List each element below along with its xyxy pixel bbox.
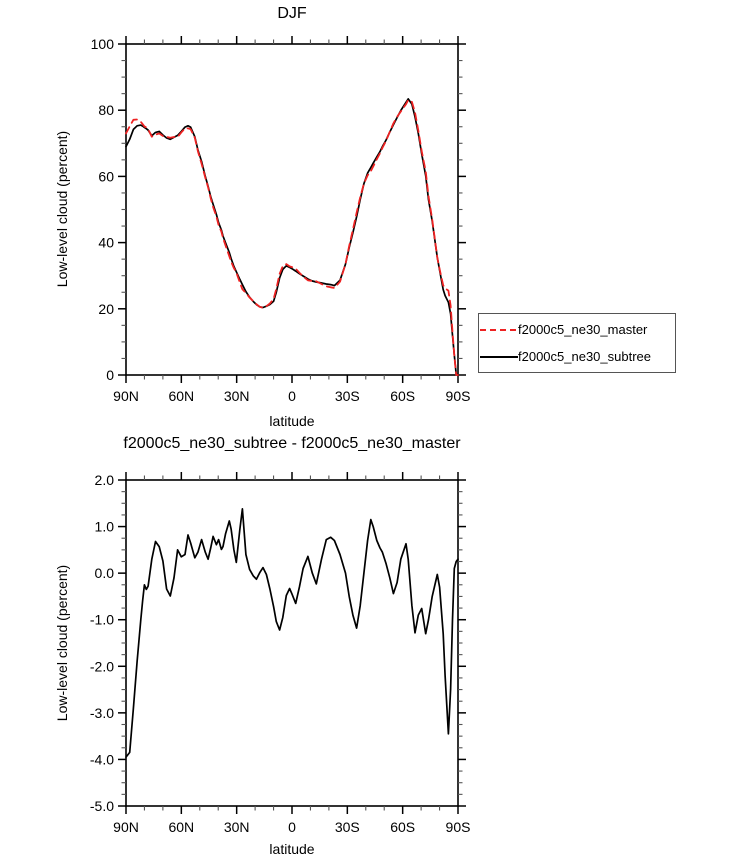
series-line-f2000c5-ne30-subtree-f2000c5-ne30-master [125, 508, 459, 758]
bottom-chart-title: f2000c5_ne30_subtree - f2000c5_ne30_mast… [123, 435, 461, 452]
y-tick-label: 100 [91, 36, 115, 52]
top-chart-title: DJF [277, 5, 307, 22]
top-chart-ylabel: Low-level cloud (percent) [54, 130, 70, 288]
x-tick-label: 90S [446, 388, 471, 404]
legend-entry-master: f2000c5_ne30_master [479, 316, 675, 343]
y-tick-label: 1.0 [95, 519, 115, 535]
y-tick-label: 2.0 [95, 472, 115, 488]
tick-labels: 90N 60N 30N 0 30S 60S 90S 0 20 40 60 80 100 [91, 36, 471, 404]
bottom-chart-ylabel: Low-level cloud (percent) [54, 564, 70, 722]
x-tick-label: 60N [168, 388, 194, 404]
x-tick-label: 30S [335, 819, 360, 835]
x-tick-label: 90S [446, 819, 471, 835]
y-axis-ticks [118, 43, 466, 376]
y-tick-label: -3.0 [90, 705, 114, 721]
x-tick-label: 30S [335, 388, 360, 404]
legend-label-subtree: f2000c5_ne30_subtree [518, 349, 652, 364]
tick-labels: 90N 60N 30N 0 30S 60S 90S -5.0 -4.0 -3.0 -2.0 -1.0 0… [90, 472, 471, 835]
plot-frame [125, 479, 459, 807]
y-tick-label: -2.0 [90, 658, 114, 674]
x-tick-label: 60N [168, 819, 194, 835]
bottom-chart: 90N 60N 30N 0 30S 60S 90S -5.0 -4.0 -3.0 -2.0 -1.0 0… [90, 472, 471, 835]
y-tick-label: 80 [98, 102, 114, 118]
x-tick-label: 30N [224, 819, 250, 835]
x-tick-label: 90N [113, 819, 139, 835]
y-tick-label: -4.0 [90, 751, 114, 767]
x-tick-label: 0 [288, 819, 296, 835]
x-tick-label: 30N [224, 388, 250, 404]
master-dashed-line-sample [480, 328, 518, 331]
x-axis-ticks [125, 36, 459, 383]
x-tick-label: 60S [390, 388, 415, 404]
x-tick-label: 90N [113, 388, 139, 404]
y-axis-ticks [118, 479, 466, 807]
legend-box: f2000c5_ne30_master f2000c5_ne30_subtree [478, 313, 676, 373]
subtree-solid-line-sample [480, 355, 518, 358]
bottom-chart-xlabel: latitude [269, 841, 315, 857]
plot-frame [125, 43, 459, 376]
series-line-f2000c5-ne30-master [125, 99, 459, 376]
y-tick-label: -1.0 [90, 612, 114, 628]
x-axis-ticks [125, 472, 459, 814]
y-tick-label: -5.0 [90, 798, 114, 814]
y-tick-label: 40 [98, 235, 114, 251]
top-chart-xlabel: latitude [269, 413, 315, 429]
legend-entry-subtree: f2000c5_ne30_subtree [479, 343, 675, 370]
x-tick-label: 0 [288, 388, 296, 404]
y-tick-label: 60 [98, 168, 114, 184]
y-tick-label: 0.0 [95, 565, 115, 581]
series-line-f2000c5-ne30-subtree [125, 98, 459, 376]
x-tick-label: 60S [390, 819, 415, 835]
y-tick-label: 20 [98, 301, 114, 317]
top-chart: 90N 60N 30N 0 30S 60S 90S 0 20 40 60 80 100 [91, 36, 471, 404]
y-tick-label: 0 [106, 367, 114, 383]
legend-label-master: f2000c5_ne30_master [518, 322, 648, 337]
